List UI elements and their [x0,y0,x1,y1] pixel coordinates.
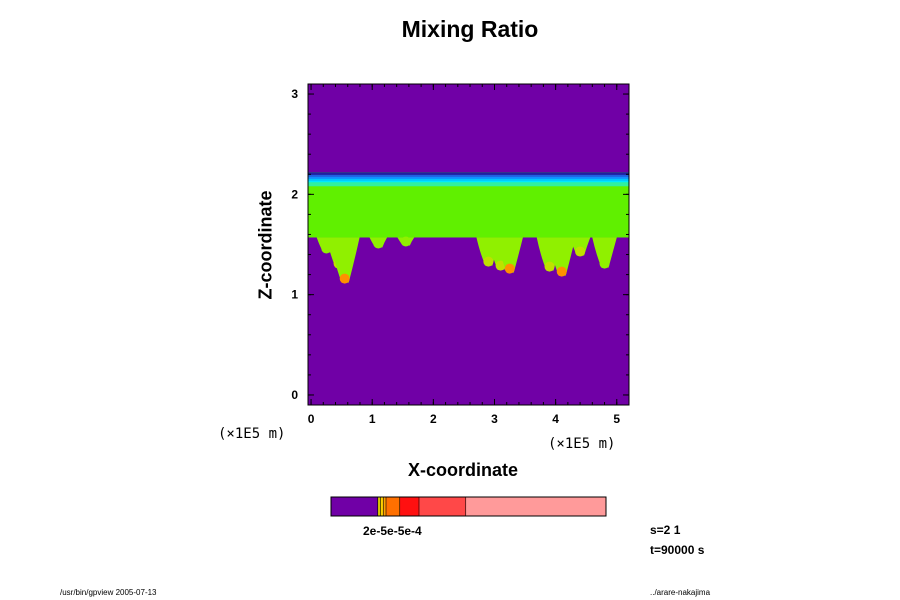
x-tick-label: 1 [369,412,376,426]
colorbar-frame [330,496,607,517]
footer-right: ../arare-nakajima [650,588,711,597]
z-tick-label: 1 [291,288,298,302]
plume [592,237,617,268]
colorbar-segment [377,497,381,516]
footer-left: /usr/bin/gpview 2005-07-13 [60,588,157,597]
x-tick-label: 0 [308,412,315,426]
plume-tip [339,273,350,284]
plume-tip [504,263,515,274]
plume [548,237,576,276]
colorbar [330,496,607,517]
plume-tip [483,256,494,267]
plume-tip [400,236,411,247]
chart-title: Mixing Ratio [401,16,539,42]
s-line: s=2 1 [650,523,681,537]
inversion-band [308,174,629,177]
colorbar-segment [331,497,378,516]
plume-tip [544,261,555,272]
inversion-band [308,180,629,183]
x-axis: 0 1 2 3 4 5 [308,84,620,426]
z-tick-label: 2 [291,187,298,201]
x-tick-label: 2 [430,412,437,426]
plume [496,237,523,273]
z-tick-label: 0 [291,388,298,402]
inversion-band [308,176,629,179]
time-info: s=2 1 t=90000 s [650,520,704,560]
plume-tip [495,260,506,271]
x-axis-unit: (×1E5 m) [548,436,616,452]
colorbar-segment [386,497,400,516]
colorbar-segment [383,497,386,516]
plume-tip [373,238,384,249]
plot-frame [307,83,630,406]
z-tick-label: 3 [291,87,298,101]
colorbar-labels: 2e-5e-5e-4 [363,524,422,538]
x-tick-label: 4 [552,412,559,426]
plume-tip [556,266,567,277]
x-tick-label: 3 [491,412,498,426]
x-tick-label: 5 [613,412,620,426]
t-line: t=90000 s [650,543,705,557]
plume [329,237,360,283]
colorbar-segment [465,497,606,516]
inversion-fringe [308,182,629,187]
colorbar-segment [419,497,466,516]
inversion-band [308,172,629,175]
plume-tip [575,246,586,257]
z-axis-unit: (×1E5 m) [218,426,286,442]
z-axis: 0 1 2 3 [291,87,629,402]
plume-tip [599,258,610,269]
plume [569,237,591,256]
mixing-ratio-field [308,84,629,405]
colorbar-segment [380,497,384,516]
colorbar-segment [399,497,419,516]
inversion-band [308,178,629,181]
x-axis-label: X-coordinate [408,460,519,480]
